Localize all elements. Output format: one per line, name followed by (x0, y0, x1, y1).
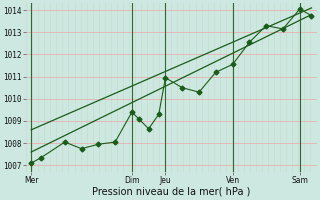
X-axis label: Pression niveau de la mer( hPa ): Pression niveau de la mer( hPa ) (92, 187, 251, 197)
